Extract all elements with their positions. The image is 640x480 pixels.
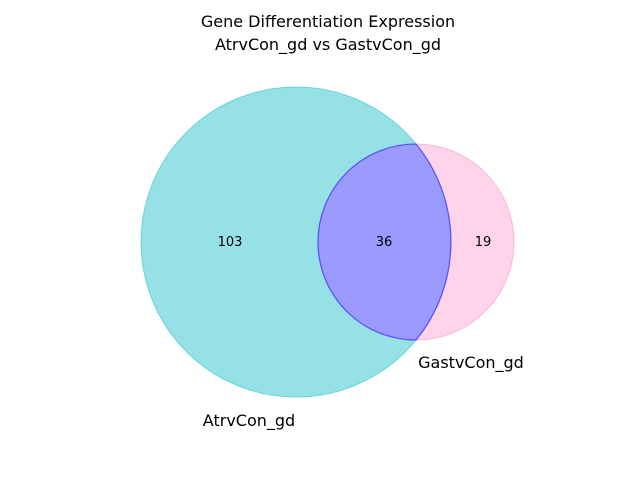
set-a-label: AtrvCon_gd [203,411,295,431]
set-b-label: GastvCon_gd [418,353,524,373]
region-only-a-count: 103 [218,235,243,250]
chart-title-line-2: AtrvCon_gd vs GastvCon_gd [215,35,441,55]
intersection-region [318,144,451,340]
chart-title-line-1: Gene Differentiation Expression [201,12,455,31]
region-only-b-count: 19 [475,235,492,250]
intersection-outline [317,143,452,341]
region-intersection-count: 36 [376,235,393,250]
